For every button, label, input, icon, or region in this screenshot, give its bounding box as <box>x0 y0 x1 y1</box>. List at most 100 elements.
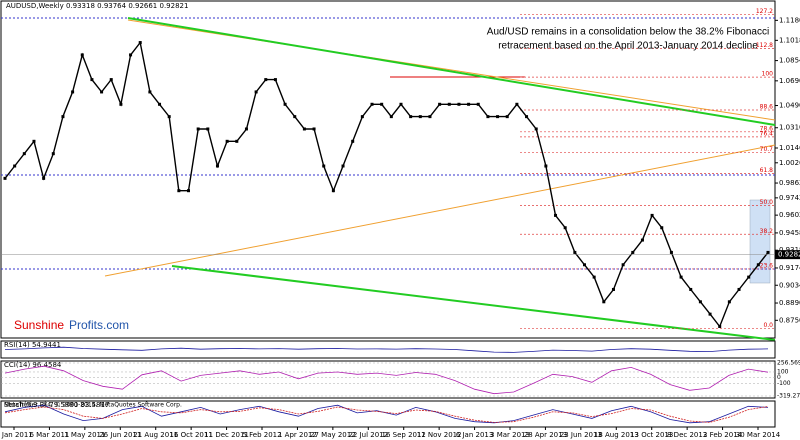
price-point <box>254 90 258 94</box>
x-tick-label: 18 Aug 2013 <box>594 431 639 439</box>
price-point <box>100 90 104 94</box>
channel-lower <box>171 265 776 341</box>
price-point <box>447 102 451 106</box>
price-point <box>32 139 36 143</box>
highlight-box <box>749 199 771 284</box>
price-point <box>457 102 461 106</box>
price-point <box>13 164 17 168</box>
fib-label: 38.2 <box>760 228 774 235</box>
price-point <box>273 78 277 82</box>
current-price-box <box>775 250 800 260</box>
orange-trendline <box>104 144 776 277</box>
fib-label: 127.2 <box>756 8 773 15</box>
y-tick-label: 1.06900 <box>779 77 800 85</box>
price-point <box>235 139 239 143</box>
y-tick-label: 0.98620 <box>779 179 800 187</box>
price-point <box>80 53 84 57</box>
x-tick-label: 22 Jul 2012 <box>348 431 388 439</box>
y-tick-label: 1.08540 <box>779 57 800 65</box>
price-point <box>302 127 306 131</box>
price-point <box>331 189 335 193</box>
price-point <box>505 115 509 119</box>
price-point <box>467 102 471 106</box>
y-tick-label: 0.87500 <box>779 316 800 324</box>
fib-label: 112.8 <box>756 42 773 49</box>
x-tick-label: 21 Aug 2011 <box>133 431 178 439</box>
price-point <box>3 176 7 180</box>
y-tick-label: 1.04900 <box>779 102 800 110</box>
x-tick-label: 16 Sep 2012 <box>382 431 426 439</box>
x-tick-label: 5 Feb 2012 <box>242 431 281 439</box>
price-point <box>225 139 229 143</box>
price-point <box>718 324 722 328</box>
price-line <box>4 40 769 328</box>
x-tick-label: 8 Dec 2013 <box>667 431 707 439</box>
price-point <box>766 250 770 254</box>
price-point <box>698 300 702 304</box>
x-tick-label: 6 Mar 2011 <box>29 431 69 439</box>
x-tick-label: 13 Oct 2013 <box>630 431 673 439</box>
price-point <box>215 164 219 168</box>
price-point <box>689 287 693 291</box>
price-point <box>534 127 538 131</box>
price-point <box>22 152 26 156</box>
price-point <box>119 102 123 106</box>
indicator-tick-label: 256.5692 <box>777 360 800 367</box>
price-point <box>669 250 673 254</box>
price-point <box>650 213 654 217</box>
y-tick-label: 0.88900 <box>779 299 800 307</box>
y-tick-label: 1.11800 <box>779 16 800 24</box>
price-point <box>90 78 94 82</box>
price-point <box>438 102 442 106</box>
price-point <box>486 115 490 119</box>
price-point <box>177 189 181 193</box>
current-price-label: 0.92821 <box>778 251 800 259</box>
price-point <box>582 263 586 267</box>
indicator-name: CCI(14) 96.4584 <box>4 361 62 369</box>
price-point <box>196 127 200 131</box>
price-point <box>322 164 326 168</box>
indicator-name: RSI(14) 54.9441 <box>4 341 61 349</box>
indicator-frame <box>0 340 776 359</box>
price-point <box>61 115 65 119</box>
y-tick-label: 0.91740 <box>779 264 800 272</box>
indicator-tick-label: 0 <box>777 374 781 381</box>
brand-sunshine: Sunshine <box>14 318 64 332</box>
brand-profits: Profits.com <box>69 318 129 332</box>
fib-label: 61.8 <box>760 167 774 174</box>
main-frame <box>0 0 776 339</box>
price-point <box>293 115 297 119</box>
price-point <box>206 127 210 131</box>
price-point <box>244 127 248 131</box>
price-point <box>554 213 558 217</box>
fib-label: 50.0 <box>760 199 774 206</box>
price-point <box>708 312 712 316</box>
annotation: Aud/USD remains in a consolidation below… <box>487 27 769 38</box>
price-point <box>71 90 75 94</box>
x-tick-label: 26 Jun 2011 <box>99 431 141 439</box>
price-point <box>418 115 422 119</box>
price-point <box>389 115 393 119</box>
x-tick-label: 3 Mar 2013 <box>490 431 530 439</box>
price-point <box>756 263 760 267</box>
price-point <box>187 189 191 193</box>
indicator-tick-label: -100 <box>777 380 791 387</box>
price-point <box>158 102 162 106</box>
price-point <box>360 115 364 119</box>
x-tick-label: 1 May 2011 <box>64 431 105 439</box>
price-point <box>544 164 548 168</box>
fib-label: 78.6 <box>760 125 774 132</box>
indicator-tick-label: 100 <box>777 368 789 375</box>
price-point <box>611 287 615 291</box>
y-tick-label: 0.96020 <box>779 211 800 219</box>
price-point <box>51 152 55 156</box>
price-point <box>679 275 683 279</box>
fib-label: 76.4 <box>760 130 774 137</box>
y-tick-label: 0.94580 <box>779 229 800 237</box>
price-point <box>351 139 355 143</box>
price-point <box>148 90 152 94</box>
fib-label: 88.6 <box>760 103 774 110</box>
chart-header: AUDUSD,Weekly 0.93318 0.93764 0.92661 0.… <box>6 2 188 10</box>
channel-upper <box>127 17 776 126</box>
